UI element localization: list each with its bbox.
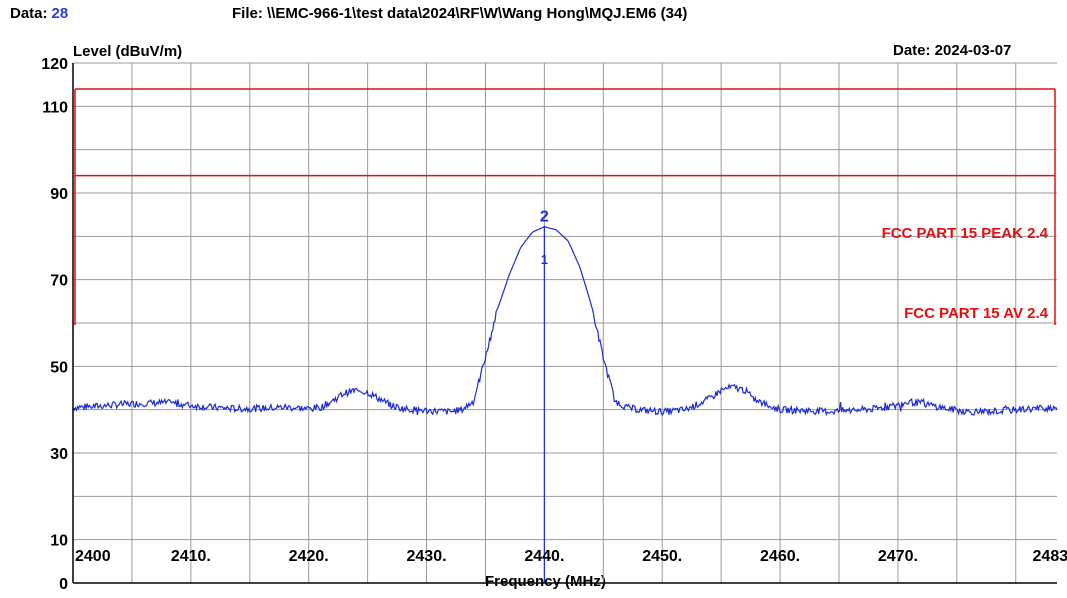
y-tick-label: 50: [50, 359, 68, 376]
x-tick-label: 2410.: [171, 548, 211, 565]
date-label: Date: 2024-03-07: [893, 42, 1012, 59]
x-tick-label: 2460.: [760, 548, 800, 565]
tick-labels: FCC PART 15 PEAK 2.4 FCC PART 15 AV 2.4 0 1…: [41, 56, 1067, 593]
y-tick-label: 90: [50, 186, 68, 203]
data-value: 28: [51, 5, 69, 22]
trace-layer: [72, 226, 1058, 417]
y-tick-label: 0: [59, 576, 68, 593]
markers: 12: [540, 209, 549, 583]
marker-label: 1: [541, 252, 548, 267]
x-tick-label: 2400: [75, 548, 111, 565]
y-tick-label: 120: [41, 56, 68, 73]
data-label: Data: 28: [10, 5, 68, 22]
marker-label: 2: [540, 209, 549, 226]
x-tick-label: 2430.: [407, 548, 447, 565]
grid-layer: [72, 62, 1057, 584]
limit-lines: [74, 88, 1056, 325]
y-axis-label: Level (dBuV/m): [73, 43, 183, 60]
file-path: File: \\EMC-966-1\test data\2024\RF\W\Wa…: [232, 5, 688, 22]
x-tick-label: 2440.: [524, 548, 564, 565]
x-tick-label: 2483.5: [1033, 548, 1067, 565]
y-tick-label: 70: [50, 273, 68, 290]
measurement-trace: [72, 226, 1058, 417]
limit-label: FCC PART 15 AV 2.4: [904, 305, 1049, 322]
x-tick-label: 2450.: [642, 548, 682, 565]
x-tick-label: 2420.: [289, 548, 329, 565]
x-tick-label: 2470.: [878, 548, 918, 565]
limit-label: FCC PART 15 PEAK 2.4: [882, 225, 1049, 242]
axes: [72, 63, 1057, 584]
data-label-text: Data:: [10, 5, 48, 22]
y-tick-label: 110: [42, 99, 68, 116]
y-tick-label: 30: [50, 446, 68, 463]
y-tick-label: 10: [50, 533, 68, 550]
x-axis-label: Frequency (MHz): [485, 573, 606, 590]
